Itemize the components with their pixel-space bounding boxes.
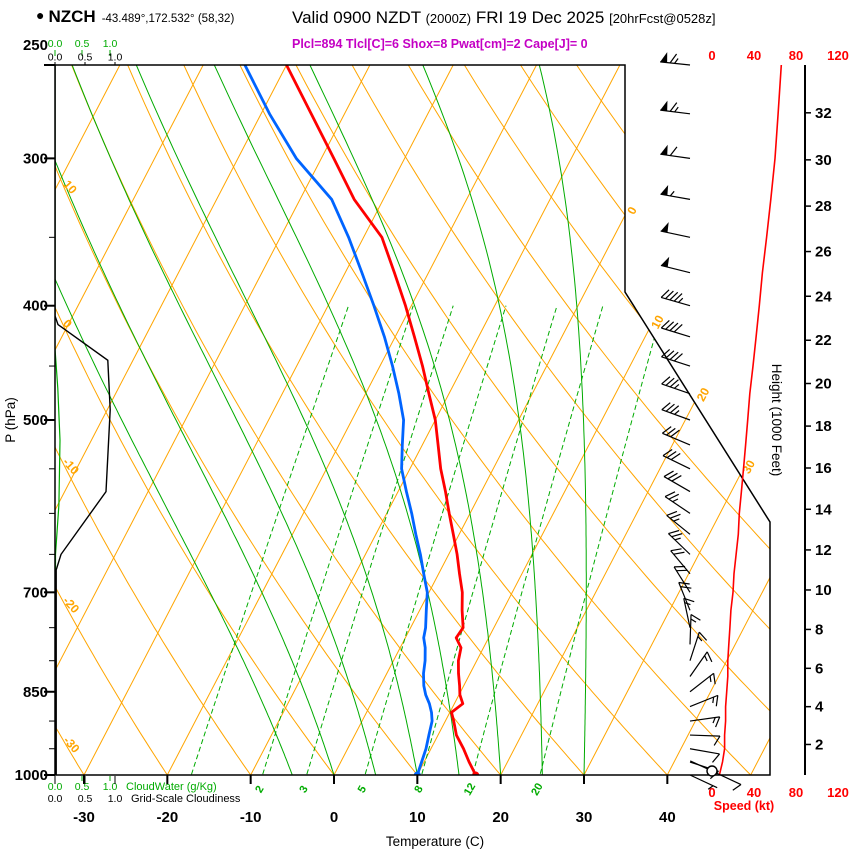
svg-text:12: 12	[815, 542, 832, 559]
svg-text:CloudWater (g/Kg): CloudWater (g/Kg)	[126, 781, 217, 793]
svg-text:8: 8	[815, 621, 823, 638]
svg-text:Temperature (C): Temperature (C)	[386, 834, 484, 849]
valid-time: Valid 0900 NZDT	[292, 8, 421, 27]
svg-text:28: 28	[815, 198, 832, 215]
svg-text:12: 12	[462, 781, 479, 798]
svg-text:26: 26	[815, 244, 832, 261]
cloud-scales: 0.00.00.00.00.50.50.50.51.01.01.01.0Clou…	[48, 38, 241, 805]
svg-text:0.5: 0.5	[78, 52, 93, 64]
svg-text:120: 120	[827, 785, 849, 800]
temperature-axis: -30 -20 -10 0 10 20 30 40 Temperature (C)	[73, 775, 676, 849]
svg-text:0.0: 0.0	[48, 52, 63, 64]
plot-frame	[54, 64, 771, 776]
speed-curve	[718, 64, 783, 776]
svg-text:-30: -30	[73, 809, 95, 826]
svg-text:1000: 1000	[15, 767, 48, 784]
svg-text:30: 30	[815, 152, 832, 169]
svg-text:1.0: 1.0	[108, 52, 123, 64]
svg-text:4: 4	[815, 699, 824, 716]
svg-text:20: 20	[492, 809, 509, 826]
svg-text:1.0: 1.0	[108, 793, 123, 805]
pressure-axis: 250 300 400 500 700 850 1000 P (hPa)	[3, 37, 55, 784]
svg-text:18: 18	[815, 418, 832, 435]
svg-text:-10: -10	[60, 455, 82, 477]
station-bullet-icon: ●	[36, 7, 45, 23]
svg-text:2: 2	[253, 784, 266, 795]
svg-text:6: 6	[815, 660, 823, 677]
svg-text:32: 32	[815, 105, 832, 122]
svg-text:0: 0	[708, 48, 715, 63]
station-coordinates: -43.489°,172.532° (58,32)	[101, 13, 235, 25]
moist-adiabat-lines	[55, 65, 587, 775]
svg-text:0: 0	[624, 204, 640, 217]
speed-axis: 0 0 40 40 80 80 120 120 Speed (kt)	[708, 48, 848, 813]
surface-station-circle	[706, 765, 718, 777]
svg-text:40: 40	[747, 48, 761, 63]
svg-text:0.5: 0.5	[75, 38, 90, 50]
svg-text:80: 80	[789, 48, 803, 63]
surface-station-marker	[689, 760, 742, 791]
svg-text:16: 16	[815, 460, 832, 477]
svg-text:10: 10	[409, 809, 426, 826]
svg-text:-20: -20	[156, 809, 178, 826]
svg-text:0.0: 0.0	[48, 38, 63, 50]
svg-text:10: 10	[815, 582, 832, 599]
forecast-reference: [20hrFcst@0528z]	[609, 11, 716, 26]
valid-time-utc: (2000Z)	[425, 11, 472, 26]
svg-text:120: 120	[827, 48, 849, 63]
svg-text:0.0: 0.0	[48, 793, 63, 805]
wind-barbs	[660, 52, 721, 790]
svg-text:1.0: 1.0	[103, 781, 118, 793]
svg-text:0: 0	[60, 316, 75, 331]
svg-text:-30: -30	[61, 733, 83, 755]
svg-text:300: 300	[23, 150, 48, 167]
svg-text:80: 80	[789, 785, 803, 800]
valid-date: FRI 19 Dec 2025	[475, 8, 605, 27]
svg-text:0: 0	[330, 809, 338, 826]
svg-text:0.5: 0.5	[75, 781, 90, 793]
svg-text:0.5: 0.5	[78, 793, 93, 805]
svg-text:30: 30	[739, 457, 758, 476]
svg-text:22: 22	[815, 332, 832, 349]
svg-text:20: 20	[529, 781, 546, 798]
svg-text:700: 700	[23, 584, 48, 601]
svg-text:250: 250	[23, 37, 48, 54]
svg-text:Height (1000 Feet): Height (1000 Feet)	[769, 364, 784, 477]
station-id: NZCH	[48, 7, 96, 26]
svg-text:40: 40	[747, 785, 761, 800]
stability-indices: Plcl=894 Tlcl[C]=6 Shox=8 Pwat[cm]=2 Cap…	[292, 37, 588, 51]
svg-text:3: 3	[297, 784, 310, 795]
svg-text:500: 500	[23, 412, 48, 429]
svg-text:20: 20	[815, 376, 832, 393]
svg-text:5: 5	[356, 784, 369, 795]
svg-text:Grid-Scale Cloudiness: Grid-Scale Cloudiness	[131, 793, 241, 805]
mixing-ratio-lines	[181, 305, 664, 775]
svg-text:P (hPa): P (hPa)	[3, 397, 18, 443]
station-header: ● NZCH -43.489°,172.532° (58,32)	[36, 7, 234, 27]
svg-text:400: 400	[23, 298, 48, 315]
valid-time-header: Valid 0900 NZDT (2000Z) FRI 19 Dec 2025 …	[292, 8, 716, 28]
svg-text:24: 24	[815, 288, 832, 305]
svg-text:Speed (kt): Speed (kt)	[714, 799, 774, 813]
svg-text:-10: -10	[240, 809, 262, 826]
cloudiness-curve	[55, 65, 111, 775]
svg-text:850: 850	[23, 684, 48, 701]
svg-text:-20: -20	[60, 594, 82, 616]
svg-text:8: 8	[412, 784, 425, 795]
svg-text:40: 40	[659, 809, 676, 826]
svg-text:30: 30	[576, 809, 593, 826]
mixing-ratio-labels: 2 3 5 8 12 20	[253, 781, 546, 798]
svg-text:14: 14	[815, 501, 832, 518]
svg-text:2: 2	[815, 736, 823, 753]
dewpoint-curve	[243, 65, 434, 775]
svg-text:0: 0	[708, 785, 715, 800]
svg-text:0.0: 0.0	[48, 781, 63, 793]
temperature-curve	[285, 65, 480, 775]
svg-text:1.0: 1.0	[103, 38, 118, 50]
svg-text:20: 20	[694, 385, 713, 404]
